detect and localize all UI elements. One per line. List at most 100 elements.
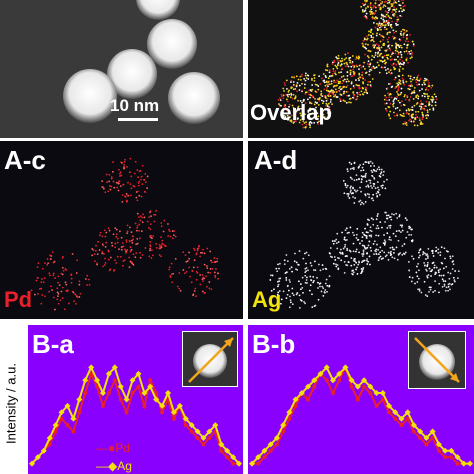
map-dot [136,224,139,227]
map-dot [348,98,351,100]
map-dot [171,230,174,232]
map-dot [391,213,393,215]
map-dot [359,186,361,189]
pd-elemental-map [30,157,220,311]
map-dot [382,36,385,39]
map-dot [431,250,434,253]
map-dot [400,91,403,94]
map-dot [41,267,44,270]
map-dot [314,90,317,93]
map-dot [382,18,385,21]
map-dot [286,260,289,263]
map-dot [209,268,212,270]
map-dot [368,240,371,243]
data-point-pd [183,423,188,428]
map-dot [432,261,435,264]
map-dot [186,260,189,262]
map-dot [346,184,349,187]
map-dot [179,289,182,292]
map-dot [372,243,375,245]
map-dot [443,285,446,287]
map-dot [399,65,402,68]
map-dot [415,81,418,83]
map-dot [91,248,94,250]
map-dot [348,57,351,59]
map-dot [66,289,69,292]
map-dot [396,16,399,19]
map-dot [193,290,196,292]
map-dot [382,6,385,8]
map-dot [409,57,412,60]
panel-label-a-d: A-d [254,145,298,175]
map-dot [356,95,359,98]
data-point-ag [129,377,136,384]
data-point-pd [95,384,100,389]
data-point-pd [262,455,267,460]
map-dot [395,30,397,33]
map-dot [396,55,399,58]
map-dot [358,79,360,82]
map-dot [438,291,440,294]
map-dot [137,176,140,179]
map-dot [383,4,385,7]
map-dot [136,199,139,202]
map-dot [269,279,272,281]
map-dot [390,250,392,253]
map-dot [419,103,422,105]
map-dot [328,71,331,74]
map-dot [286,114,289,117]
map-dot [372,17,374,20]
map-dot [426,270,428,272]
map-dot [392,37,395,40]
map-dot [397,0,400,3]
map-dot [395,58,397,61]
map-dot [398,38,401,41]
map-dot [109,188,112,191]
map-dot [385,102,388,105]
map-dot [307,74,310,77]
map-dot [309,262,312,264]
map-dot [425,268,427,271]
map-dot [376,215,379,217]
map-dot [355,84,358,86]
map-dot [288,279,291,281]
map-dot [334,64,337,67]
map-dot [345,80,348,83]
data-point-pd [393,416,398,421]
map-dot [385,217,388,220]
map-dot [340,259,343,262]
data-point-ag [99,390,106,397]
map-dot [167,223,169,225]
map-dot [412,43,415,46]
map-dot [402,112,405,115]
map-dot [370,34,373,37]
map-dot [307,98,309,101]
map-dot [396,84,399,87]
map-dot [299,100,302,102]
map-dot [325,104,327,107]
map-dot [292,83,295,86]
map-dot [123,160,126,163]
map-dot [121,264,124,267]
map-dot [351,167,354,170]
map-dot [317,115,320,118]
map-dot [392,66,395,69]
map-dot [308,89,311,92]
map-dot [298,294,301,297]
map-dot [292,294,295,297]
map-dot [304,92,307,95]
map-dot [365,0,368,2]
map-dot [347,231,350,234]
map-dot [444,289,447,292]
map-dot [398,10,401,13]
map-dot [388,71,390,74]
map-dot [428,286,431,289]
map-dot [326,105,329,108]
map-dot [370,58,373,61]
map-dot [359,199,362,202]
map-dot [199,274,202,276]
map-dot [439,251,442,254]
map-dot [367,43,369,46]
map-dot [282,94,285,97]
data-point-pd [387,410,392,415]
